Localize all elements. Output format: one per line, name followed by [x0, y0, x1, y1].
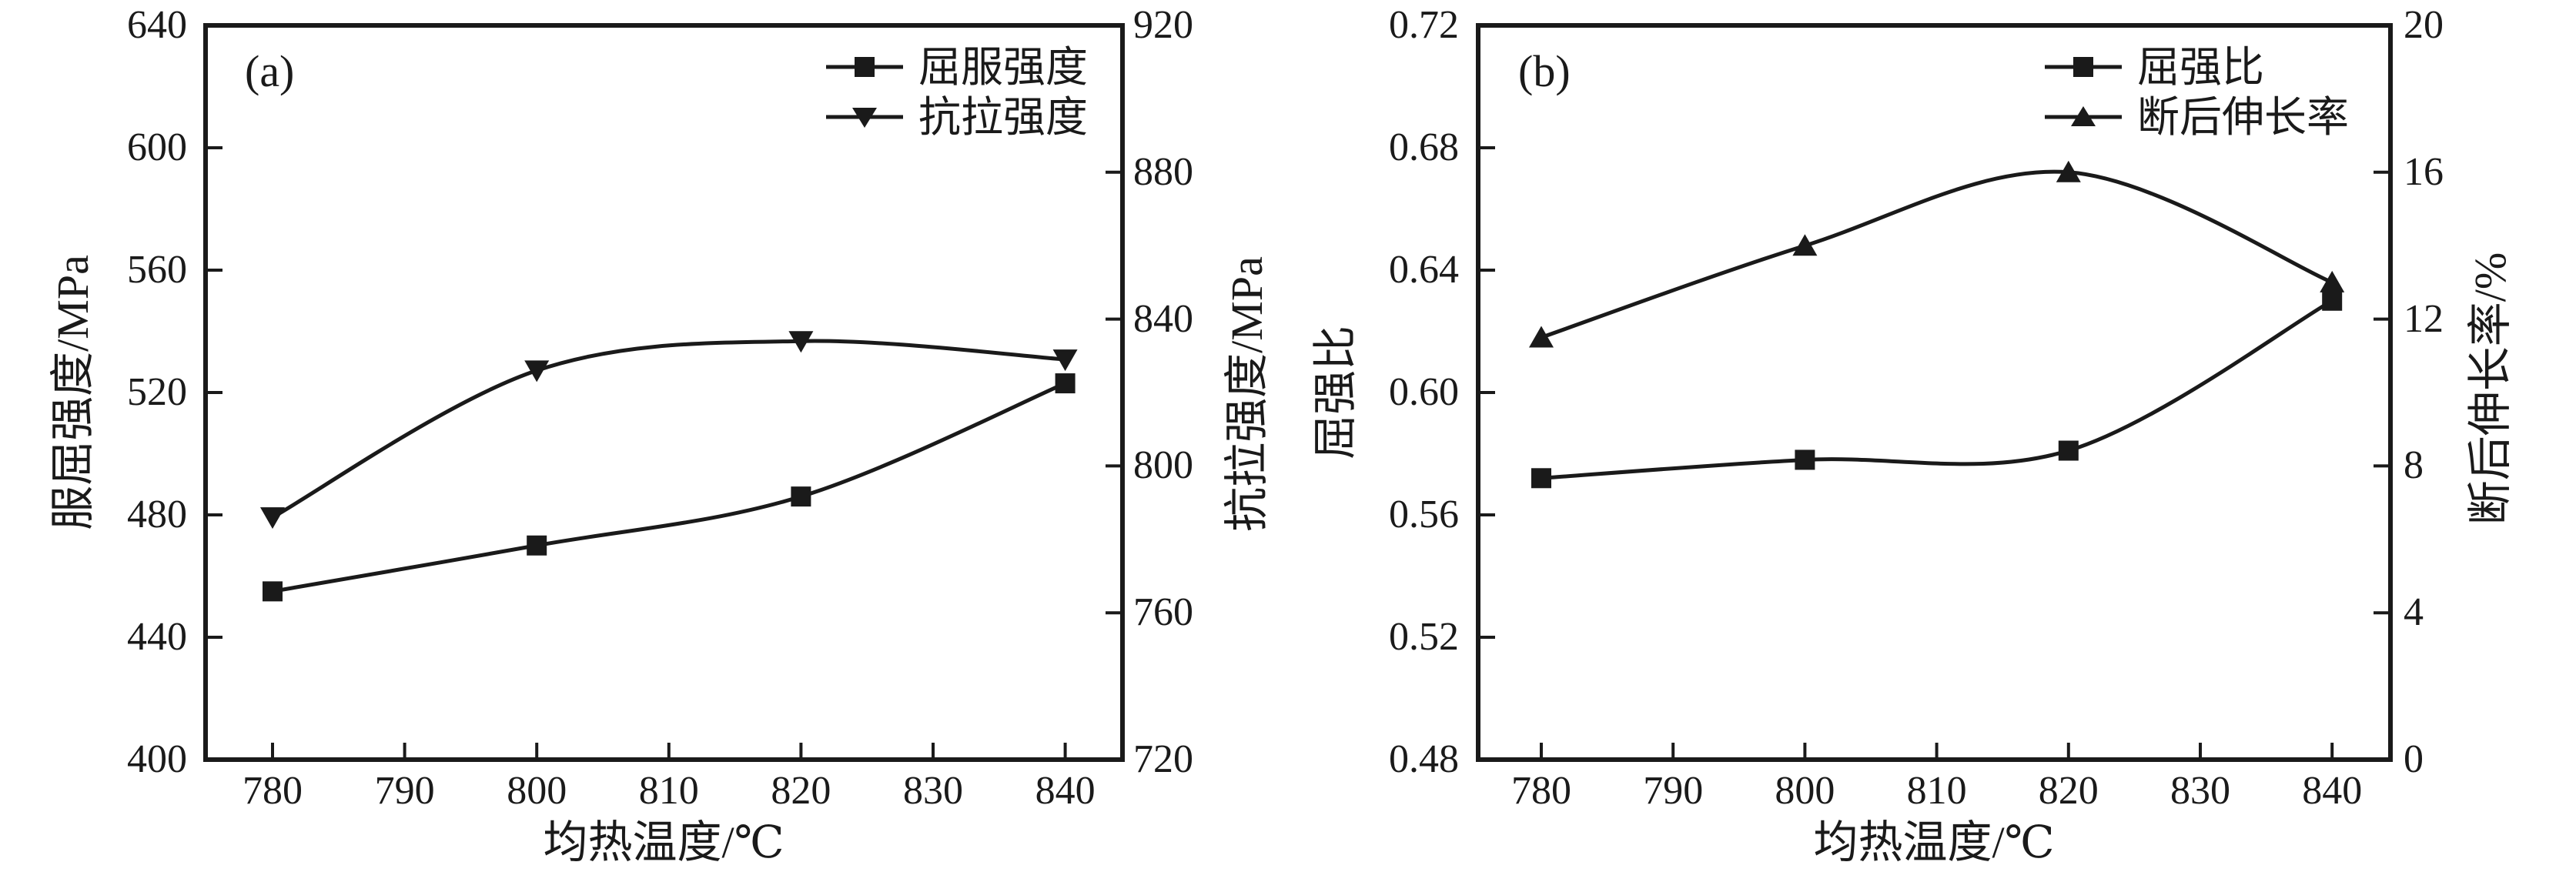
chart-b-left-tick-label: 0.60: [1389, 370, 1459, 414]
legend-item-yield-strength: 屈服强度: [826, 46, 1088, 89]
panel-b-right-yaxis-title: 断后伸长率/%: [2465, 252, 2515, 526]
panel-b-tag: (b): [1518, 46, 1571, 96]
chart-a-x-tick-label: 810: [638, 769, 699, 813]
chart-a-left-tick-label: 600: [127, 125, 187, 169]
legend-label: 抗拉强度: [918, 93, 1089, 141]
chart-a-x-tick-label: 820: [771, 769, 831, 813]
panel-b-xaxis-title: 均热温度/℃: [1813, 817, 2055, 867]
chart-a-right-tick-label: 880: [1133, 149, 1193, 194]
chart-a-right-tick-label: 920: [1133, 3, 1193, 47]
chart-a-left-tick-label: 480: [127, 493, 187, 536]
chart-b-series-断后伸长率-marker: [2056, 160, 2081, 182]
chart-a-series-屈服强度-marker: [791, 486, 811, 507]
chart-b-series-屈强比-line: [1541, 299, 2333, 480]
chart-b-right-tick-label: 8: [2404, 443, 2424, 488]
panel-a-xaxis-title: 均热温度/℃: [543, 817, 785, 867]
panel-a-left-yaxis-title: 服屈强度/MPa: [48, 255, 98, 530]
chart-a-left-tick-label: 640: [127, 3, 187, 47]
chart-a-series-屈服强度-line: [272, 381, 1066, 593]
chart-b-right-tick-label: 4: [2404, 590, 2424, 635]
chart-b-left-tick-label: 0.56: [1389, 493, 1459, 536]
chart-a-series-抗拉强度-marker: [1052, 349, 1078, 372]
chart-b-series-断后伸长率-line: [1541, 169, 2333, 339]
legend-item-yield-ratio: 屈强比: [2045, 46, 2264, 89]
chart-a-left-tick-label: 520: [127, 370, 187, 414]
legend-label: 断后伸长率: [2137, 93, 2350, 141]
chart-b-x-tick-label: 820: [2038, 769, 2099, 813]
chart-b-left-tick-label: 0.72: [1389, 3, 1459, 47]
panel-a-right-yaxis-title: 抗拉强度/MPa: [1222, 256, 1272, 532]
chart-b-series-断后伸长率-marker: [1792, 234, 1818, 256]
chart-b-x-tick-label: 790: [1643, 769, 1704, 813]
chart-b-series-断后伸长率-marker: [1529, 326, 1554, 348]
chart-b-series-屈强比-marker: [1795, 449, 1815, 470]
legend-label: 屈强比: [2137, 43, 2265, 91]
chart-a-left-tick-label: 440: [127, 615, 187, 659]
chart-a-series-抗拉强度-line: [271, 339, 1066, 520]
chart-b-left-tick-label: 0.68: [1389, 125, 1459, 169]
chart-a-series-屈服强度-marker: [263, 581, 283, 602]
chart-b-left-tick-label: 0.48: [1389, 737, 1459, 781]
chart-a-x-tick-label: 830: [903, 769, 963, 813]
legend-item-tensile-strength: 抗拉强度: [826, 96, 1088, 139]
chart-a-right-tick-label: 800: [1133, 443, 1193, 488]
legend-marker-triangle-up-icon: [2045, 106, 2122, 126]
chart-b-right-tick-label: 12: [2404, 296, 2444, 341]
chart-a-left-tick-label: 400: [127, 737, 187, 781]
panel-b-left-yaxis-title: 屈强比: [1310, 325, 1360, 460]
chart-a-x-tick-label: 780: [243, 769, 303, 813]
chart-b-series-屈强比-marker: [2058, 440, 2079, 461]
legend-item-elongation: 断后伸长率: [2045, 96, 2349, 139]
chart-a-right-tick-label: 720: [1133, 737, 1193, 781]
chart-a-series-屈服强度-marker: [527, 535, 547, 556]
chart-b-series-屈强比-marker: [2322, 290, 2343, 311]
chart-b-x-tick-label: 840: [2302, 769, 2363, 813]
chart-a-series-抗拉强度-marker: [260, 507, 285, 530]
legend-marker-triangle-down-icon: [826, 108, 903, 128]
chart-b-left-tick-label: 0.64: [1389, 248, 1459, 292]
chart-a-series-抗拉强度-marker: [524, 360, 550, 383]
panel-a-tag: (a): [245, 46, 295, 96]
chart-b-right-tick-label: 20: [2404, 3, 2444, 47]
legend-marker-square-icon: [826, 57, 903, 77]
chart-a-right-tick-label: 840: [1133, 296, 1193, 341]
chart-b-right-tick-label: 0: [2404, 737, 2424, 781]
chart-a-x-tick-label: 790: [374, 769, 435, 813]
chart-b-x-tick-label: 830: [2170, 769, 2230, 813]
chart-a-right-tick-label: 760: [1133, 590, 1193, 635]
chart-b-right-tick-label: 16: [2404, 149, 2444, 194]
chart-b-series-断后伸长率-marker: [2320, 270, 2345, 292]
chart-a-series-抗拉强度-marker: [788, 331, 814, 353]
legend-label: 屈服强度: [918, 43, 1089, 91]
chart-b-left-tick-label: 0.52: [1389, 615, 1459, 659]
chart-b-x-tick-label: 780: [1511, 769, 1571, 813]
chart-b-series-屈强比-marker: [1531, 468, 1551, 489]
chart-a-x-tick-label: 840: [1035, 769, 1096, 813]
chart-a-x-tick-label: 800: [507, 769, 567, 813]
chart-b-x-tick-label: 800: [1775, 769, 1835, 813]
chart-a-series-屈服强度-marker: [1055, 373, 1076, 394]
legend-marker-square-icon: [2045, 57, 2122, 77]
chart-a-left-tick-label: 560: [127, 248, 187, 292]
chart-b-x-tick-label: 810: [1906, 769, 1967, 813]
